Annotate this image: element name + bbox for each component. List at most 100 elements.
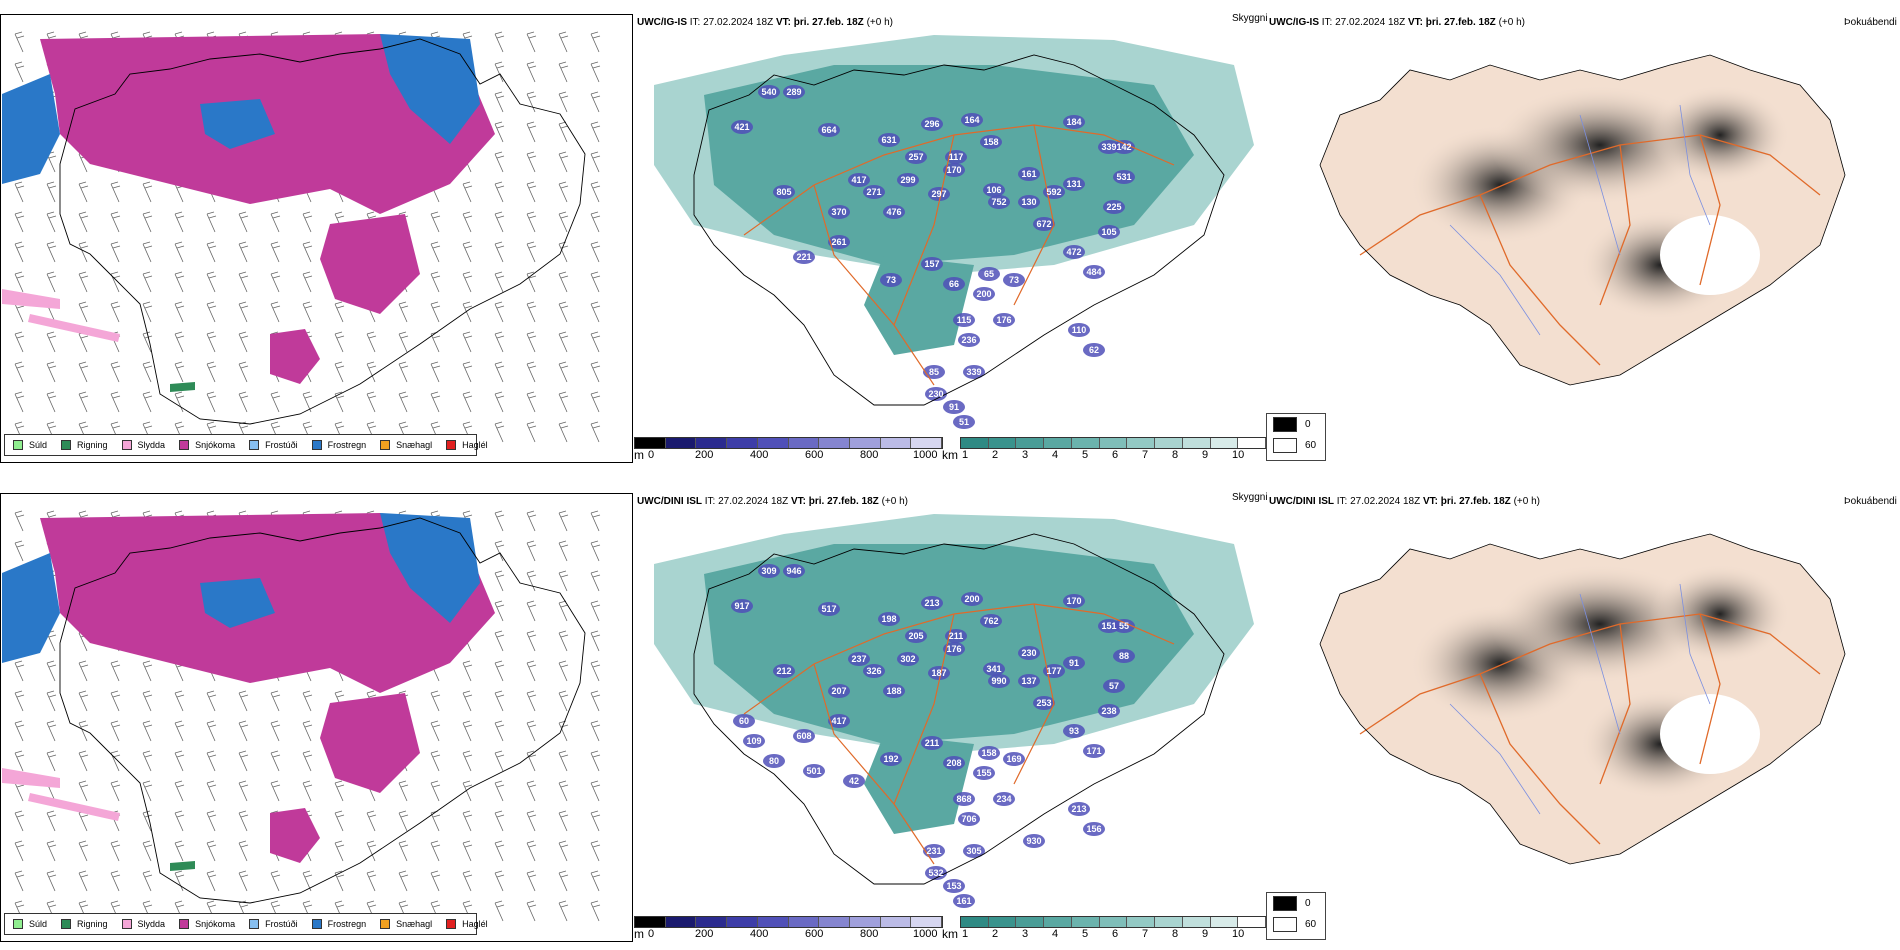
wind-barb bbox=[334, 331, 345, 353]
wind-barb bbox=[526, 660, 537, 682]
wind-barb bbox=[78, 870, 89, 892]
wind-barb bbox=[78, 181, 89, 203]
colorbar-tick: 2 bbox=[992, 449, 999, 461]
wind-barb bbox=[558, 301, 569, 323]
legend-swatch bbox=[249, 440, 260, 450]
cloud-base-label: 156 bbox=[1086, 824, 1101, 834]
legend-label: Frostregn bbox=[327, 919, 367, 929]
wind-barb bbox=[78, 660, 89, 682]
legend-label: Súld bbox=[29, 919, 48, 929]
wind-barb bbox=[238, 391, 249, 413]
cloud-base-spot bbox=[980, 614, 1002, 628]
fog-dark-2 bbox=[1490, 564, 1710, 684]
wind-barb bbox=[462, 720, 473, 742]
colorbar-tick: 10 bbox=[1232, 928, 1245, 940]
wind-barb bbox=[46, 181, 57, 203]
wind-barb bbox=[270, 780, 281, 802]
cloud-base-spot bbox=[921, 596, 943, 610]
wind-barb bbox=[78, 361, 89, 383]
cloud-base-label: 115 bbox=[957, 315, 972, 325]
freezing-rain-area-3 bbox=[200, 578, 275, 628]
cloud-base-spot bbox=[943, 277, 965, 291]
colorbar-segment bbox=[1071, 917, 1100, 927]
wind-barb bbox=[366, 391, 377, 413]
wind-barb bbox=[494, 211, 505, 233]
it-label: IT: bbox=[1336, 496, 1348, 507]
wind-barb bbox=[558, 151, 569, 173]
wind-barb bbox=[46, 361, 57, 383]
colorbar-segment bbox=[635, 917, 666, 927]
wind-barb bbox=[398, 870, 409, 892]
cloud-base-spot bbox=[1033, 217, 1055, 231]
legend-label: Snæhagl bbox=[396, 440, 433, 450]
colorbar-tick: 5 bbox=[1082, 928, 1089, 940]
cloud-base-spot bbox=[897, 173, 919, 187]
colorbar-segment bbox=[1182, 438, 1211, 448]
wind-barb bbox=[558, 750, 569, 772]
wind-barb bbox=[238, 810, 249, 832]
wind-barb bbox=[110, 241, 121, 263]
wind-barb bbox=[174, 211, 185, 233]
cloud-base-spot bbox=[1068, 802, 1090, 816]
wind-barb bbox=[142, 271, 153, 293]
wind-barb bbox=[526, 630, 537, 652]
wind-barb bbox=[334, 391, 345, 413]
colorbar-segment bbox=[1182, 917, 1211, 927]
wind-barb bbox=[14, 870, 25, 892]
wind-barb bbox=[590, 660, 601, 682]
wind-barb bbox=[558, 690, 569, 712]
cloud-base-spot bbox=[848, 652, 870, 666]
wind-barb bbox=[302, 720, 313, 742]
wind-barb bbox=[206, 241, 217, 263]
cloud-base-spot bbox=[973, 766, 995, 780]
wind-barb bbox=[78, 241, 89, 263]
cloud-base-spot bbox=[773, 185, 795, 199]
colorbar-tick: 3 bbox=[1022, 928, 1029, 940]
cloud-base-label: 85 bbox=[929, 367, 939, 377]
wind-barb bbox=[206, 301, 217, 323]
wind-barb bbox=[558, 660, 569, 682]
fog-legend: 0 60 bbox=[1266, 413, 1326, 461]
colorbar-tick: 1 bbox=[962, 928, 969, 940]
legend-label: Snjókoma bbox=[195, 919, 236, 929]
cloud-base-label: 231 bbox=[926, 846, 941, 856]
wind-barb bbox=[206, 391, 217, 413]
cloud-base-label: 631 bbox=[881, 135, 896, 145]
wind-barb bbox=[78, 271, 89, 293]
colorbar-tick: 0 bbox=[648, 449, 655, 461]
cloud-base-spot bbox=[1083, 265, 1105, 279]
freezing-rain-area-3 bbox=[200, 99, 275, 149]
wind-barb bbox=[206, 810, 217, 832]
cloud-base-label: 236 bbox=[961, 335, 976, 345]
cloud-base-spot bbox=[1103, 679, 1125, 693]
wind-barb bbox=[110, 391, 121, 413]
precip-legend: Súld Rigning Slydda Snjókoma Frostúði Frostre… bbox=[4, 913, 488, 935]
wind-barb bbox=[238, 271, 249, 293]
wind-barb bbox=[206, 271, 217, 293]
legend-item: Haglél bbox=[446, 919, 488, 929]
wind-barb bbox=[302, 211, 313, 233]
wind-barb bbox=[398, 391, 409, 413]
wind-barb bbox=[334, 810, 345, 832]
colorbar-segment bbox=[880, 438, 912, 448]
wind-barb bbox=[590, 151, 601, 173]
wind-barb bbox=[430, 301, 441, 323]
cloud-base-spot bbox=[731, 599, 753, 613]
cloud-base-spot bbox=[921, 257, 943, 271]
precip-type-map bbox=[0, 493, 633, 942]
cloud-base-spot bbox=[1018, 195, 1040, 209]
wind-barb bbox=[302, 271, 313, 293]
cloud-base-label: 271 bbox=[866, 187, 881, 197]
cloud-base-label: 192 bbox=[883, 754, 898, 764]
wind-barb bbox=[238, 720, 249, 742]
wind-barb bbox=[494, 660, 505, 682]
lead-time: (+0 h) bbox=[1498, 17, 1525, 28]
wind-barb bbox=[142, 690, 153, 712]
wind-barb bbox=[494, 241, 505, 263]
cloud-base-label: 171 bbox=[1086, 746, 1101, 756]
cloud-base-label: 592 bbox=[1046, 187, 1061, 197]
colorbar-segment bbox=[727, 917, 758, 927]
roads bbox=[743, 124, 1175, 386]
cloud-base-spot bbox=[905, 629, 927, 643]
fog-legend-item: 0 bbox=[1267, 893, 1325, 914]
